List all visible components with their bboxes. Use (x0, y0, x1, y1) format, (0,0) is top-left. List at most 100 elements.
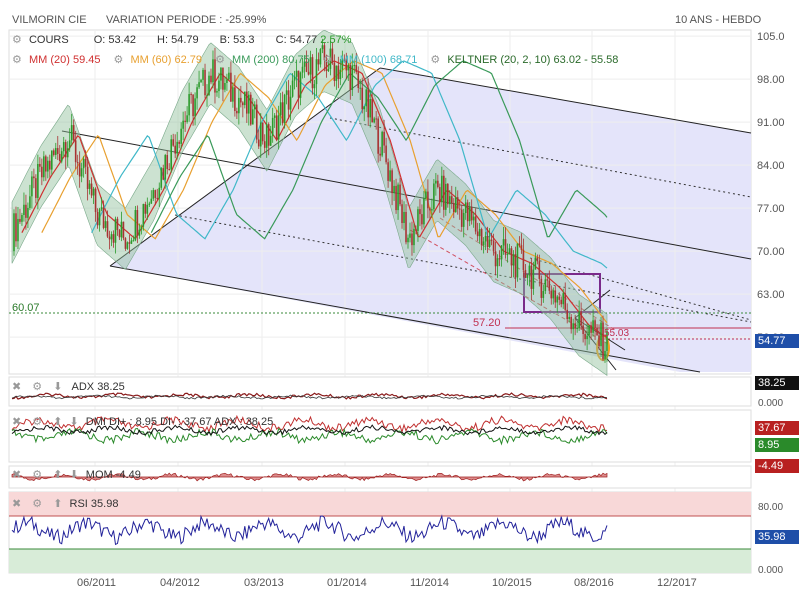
candle-body (363, 106, 366, 110)
gear-icon[interactable]: ⚙ (32, 498, 43, 510)
candle-body (212, 59, 214, 83)
candle-body (417, 209, 419, 231)
candle-body (514, 254, 517, 278)
y-tick-label: 105.0 (757, 31, 785, 43)
candle-body (297, 70, 300, 98)
candle-body (244, 91, 246, 106)
arrow-up-icon[interactable]: ⬆ (53, 469, 63, 481)
candle-body (490, 239, 493, 241)
gear-icon[interactable]: ⚙ (430, 54, 441, 66)
candle-body (150, 198, 153, 204)
candle-body (152, 190, 155, 199)
variation-label-text: VARIATION PERIODE : (106, 14, 223, 26)
candle-body (492, 240, 495, 252)
candle-body (307, 71, 310, 75)
candle-body (132, 240, 135, 242)
close-icon[interactable]: ✖ (12, 416, 22, 428)
arrow-up-icon[interactable]: ⬆ (53, 498, 63, 510)
candle-body (450, 196, 453, 203)
candle-body (246, 91, 248, 114)
dmi-panel-header: ✖ ⚙ ⬆ ⬇ DMI DI+ : 8.95 DI- : 37.67 ADX :… (12, 415, 273, 428)
gear-icon[interactable]: ⚙ (12, 34, 22, 46)
gear-icon[interactable]: ⚙ (32, 381, 43, 393)
dmi-plus-badge: 8.95 (755, 438, 799, 452)
arrow-down-icon[interactable]: ⬇ (69, 469, 79, 481)
y-tick-label: 98.00 (757, 74, 785, 86)
gear-icon[interactable]: ⚙ (215, 54, 225, 66)
rsi-overbought-zone (9, 492, 751, 516)
candle-body (506, 254, 509, 256)
candle-body (122, 221, 125, 239)
period-label: 10 ANS - HEBDO (675, 14, 762, 26)
candle-body (283, 94, 286, 124)
candle-body (343, 60, 346, 62)
candle-body (88, 183, 91, 189)
candle-body (60, 151, 63, 162)
candle-body (480, 229, 483, 246)
candle-body (172, 139, 174, 146)
candle-body (447, 183, 449, 205)
candle-body (474, 216, 477, 232)
arrow-down-icon[interactable]: ⬇ (53, 381, 63, 393)
candle-body (365, 89, 368, 107)
ma20-label: MM (20) (28, 54, 70, 66)
candle-body (174, 145, 176, 154)
candle-body (431, 209, 433, 211)
gear-icon[interactable]: ⚙ (32, 469, 43, 481)
candle-body (389, 170, 391, 181)
candle-body (58, 153, 61, 162)
candle-body (544, 279, 547, 291)
candle-body (74, 140, 77, 163)
candle-body (329, 48, 332, 69)
candle-body (299, 72, 302, 98)
candle-body (90, 183, 93, 196)
candle-body (31, 176, 33, 197)
price-candles (13, 38, 608, 363)
mom-badge: -4.49 (755, 459, 799, 473)
candle-body (281, 102, 284, 124)
candle-body (441, 175, 443, 203)
candle-body (301, 66, 304, 73)
candle-body (259, 122, 262, 147)
candle-body (411, 233, 413, 246)
candle-body (214, 59, 216, 93)
gear-icon[interactable]: ⚙ (322, 54, 333, 66)
close-icon[interactable]: ✖ (12, 469, 22, 481)
candle-body (208, 75, 210, 96)
candle-body (552, 290, 555, 299)
candle-body (560, 299, 563, 305)
candle-body (448, 196, 451, 205)
close-icon[interactable]: ✖ (12, 498, 22, 510)
candle-body (466, 202, 469, 222)
gear-icon[interactable]: ⚙ (12, 54, 22, 66)
adx-panel-frame (8, 376, 752, 407)
candle-body (580, 311, 582, 326)
arrow-down-icon[interactable]: ⬇ (69, 416, 79, 428)
ma100-value: 68.71 (389, 54, 418, 66)
candle-body (305, 61, 308, 72)
gear-icon[interactable]: ⚙ (32, 416, 43, 428)
candle-body (409, 233, 411, 238)
candle-body (136, 209, 139, 236)
candle-body (395, 185, 397, 211)
candle-body (558, 296, 561, 300)
candle-body (108, 236, 111, 240)
candle-body (524, 269, 527, 278)
candle-body (64, 142, 67, 158)
candle-body (572, 323, 574, 330)
candle-body (134, 209, 137, 241)
arrow-up-icon[interactable]: ⬆ (53, 416, 63, 428)
indicator-lines (11, 392, 608, 546)
candle-body (291, 80, 294, 97)
candle-body (433, 183, 435, 210)
candle-body (62, 142, 65, 152)
candle-body (154, 190, 157, 198)
candle-body (41, 166, 43, 178)
candle-body (554, 290, 557, 303)
candle-body (184, 120, 186, 122)
candle-body (311, 57, 314, 89)
gear-icon[interactable]: ⚙ (113, 54, 124, 66)
close-icon[interactable]: ✖ (12, 381, 22, 393)
